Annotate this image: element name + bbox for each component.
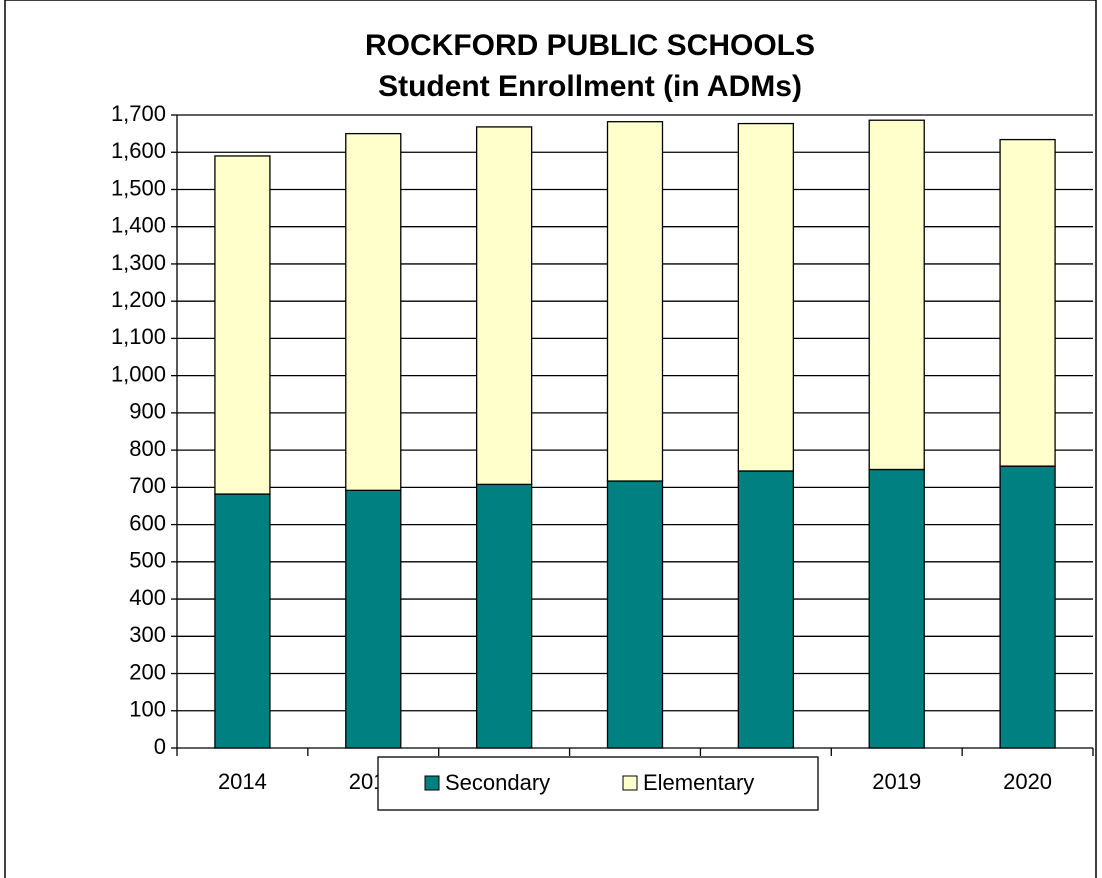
bar-segment [999, 138, 1056, 467]
y-tick-label: 1,100 [111, 324, 166, 349]
chart-title: ROCKFORD PUBLIC SCHOOLS [365, 29, 815, 62]
bar-segment [737, 122, 795, 472]
y-tick-label: 800 [129, 436, 166, 461]
x-tick-label: 2019 [872, 769, 921, 794]
y-tick-label: 1,600 [111, 138, 166, 163]
chart-frame [4, 0, 1097, 878]
y-tick-label: 900 [129, 399, 166, 424]
y-tick-label: 1,300 [111, 250, 166, 275]
bar-segment [214, 493, 271, 749]
legend-swatch [424, 775, 440, 791]
y-tick-label: 200 [129, 659, 166, 684]
bar-segment [475, 126, 533, 486]
bar-segment [868, 119, 925, 471]
y-tick-label: 700 [129, 473, 166, 498]
y-tick-label: 100 [129, 697, 166, 722]
y-tick-label: 300 [129, 622, 166, 647]
bar-segment [606, 121, 664, 482]
bar-segment [999, 465, 1056, 749]
legend-label: Secondary [445, 770, 550, 795]
x-tick-label: 2014 [218, 769, 267, 794]
y-tick-label: 600 [129, 510, 166, 535]
bar-segment [868, 468, 925, 749]
y-tick-label: 1,200 [111, 287, 166, 312]
bar-segment [606, 480, 664, 749]
y-tick-label: 400 [129, 585, 166, 610]
bar-segment [345, 489, 402, 749]
bar-segment [345, 132, 402, 491]
y-tick-label: 0 [154, 734, 166, 759]
bar-segment [737, 470, 795, 749]
legend-swatch [622, 775, 638, 791]
y-tick-label: 1,000 [111, 361, 166, 386]
legend-label: Elementary [643, 770, 754, 795]
chart-subtitle: Student Enrollment (in ADMs) [378, 70, 802, 103]
y-tick-label: 500 [129, 548, 166, 573]
y-tick-label: 1,400 [111, 213, 166, 238]
x-tick-label: 2020 [1003, 769, 1052, 794]
bar-segment [214, 155, 271, 495]
y-tick-label: 1,700 [111, 101, 166, 126]
y-tick-label: 1,500 [111, 175, 166, 200]
legend-box [377, 756, 819, 811]
bar-segment [475, 483, 533, 749]
